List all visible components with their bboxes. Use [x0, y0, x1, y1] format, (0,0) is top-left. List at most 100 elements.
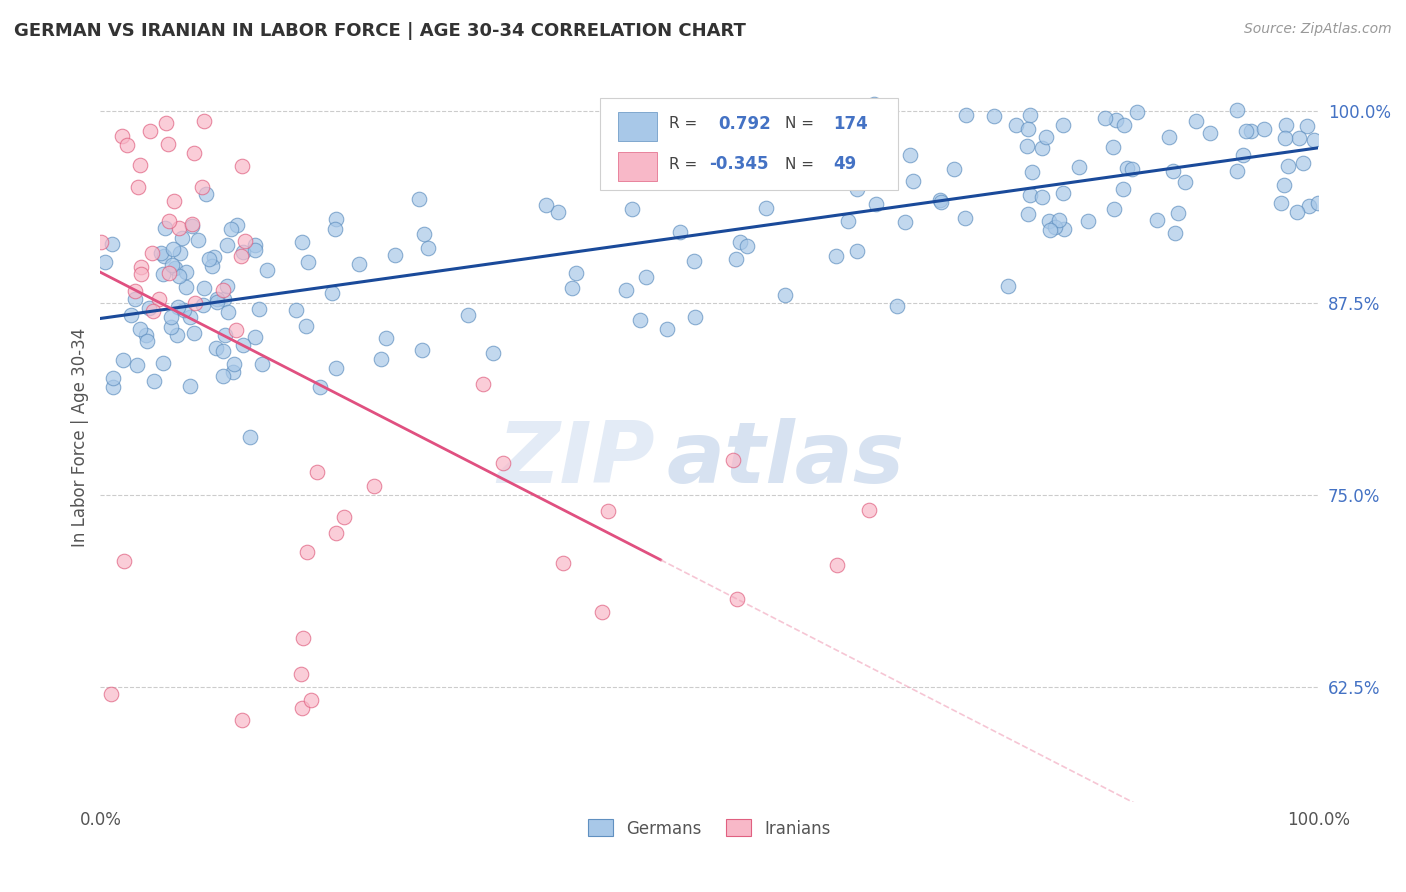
Point [862, 96, 884, 111]
Point [205, 341, 228, 355]
Point [858, 503, 880, 517]
Point [755, 201, 778, 215]
Text: Source: ZipAtlas.com: Source: ZipAtlas.com [1244, 22, 1392, 37]
Point [893, 215, 915, 229]
Point [125, 359, 148, 373]
Text: ZIP: ZIP [496, 417, 655, 500]
Point [173, 302, 195, 317]
Point [1115, 161, 1137, 176]
Point [1288, 131, 1310, 145]
Point [93, 255, 115, 269]
Point [215, 279, 238, 293]
Text: R =: R = [669, 157, 702, 171]
Point [1077, 213, 1099, 227]
Point [472, 377, 495, 392]
Point [221, 222, 243, 236]
Point [111, 129, 134, 144]
Point [1291, 156, 1313, 170]
Point [846, 182, 869, 196]
Point [167, 220, 190, 235]
Point [135, 328, 157, 343]
Point [299, 692, 322, 706]
Point [591, 605, 613, 619]
Point [297, 545, 319, 559]
Point [725, 591, 748, 606]
Point [232, 338, 254, 352]
Point [170, 230, 193, 244]
Point [655, 322, 678, 336]
Point [1167, 206, 1189, 220]
Point [1021, 165, 1043, 179]
Point [1018, 188, 1040, 202]
Point [120, 308, 142, 322]
Point [187, 233, 209, 247]
Point [837, 213, 859, 227]
Point [131, 267, 153, 281]
Point [1286, 205, 1309, 219]
Point [148, 293, 170, 307]
Point [152, 356, 174, 370]
Point [413, 227, 436, 241]
Point [1161, 163, 1184, 178]
Point [1031, 141, 1053, 155]
Point [561, 280, 583, 294]
Point [370, 352, 392, 367]
Point [1047, 212, 1070, 227]
Point [547, 205, 569, 219]
Point [1274, 131, 1296, 145]
Text: -0.345: -0.345 [709, 155, 769, 173]
Point [124, 285, 146, 299]
Point [290, 666, 312, 681]
Point [1038, 214, 1060, 228]
Point [214, 328, 236, 343]
Point [127, 180, 149, 194]
Point [983, 109, 1005, 123]
Point [193, 281, 215, 295]
Point [1004, 119, 1026, 133]
Point [141, 245, 163, 260]
Point [308, 379, 330, 393]
Point [1146, 213, 1168, 227]
Point [1185, 113, 1208, 128]
Point [239, 430, 262, 444]
Point [174, 265, 197, 279]
Point [1112, 119, 1135, 133]
Point [297, 254, 319, 268]
Point [179, 310, 201, 325]
Point [252, 357, 274, 371]
Point [942, 161, 965, 176]
Point [492, 456, 515, 470]
Point [207, 294, 229, 309]
Point [100, 687, 122, 701]
Point [1112, 182, 1135, 196]
Point [886, 299, 908, 313]
Point [363, 479, 385, 493]
Point [416, 241, 439, 255]
Point [231, 159, 253, 173]
Text: 0.792: 0.792 [718, 115, 770, 133]
Point [174, 280, 197, 294]
Point [153, 249, 176, 263]
Point [551, 557, 574, 571]
Point [156, 136, 179, 151]
Point [291, 700, 314, 714]
Point [411, 343, 433, 358]
Point [1225, 103, 1247, 117]
Point [162, 242, 184, 256]
Point [846, 244, 869, 258]
Point [1102, 202, 1125, 216]
Point [195, 186, 218, 201]
Point [157, 266, 180, 280]
Point [231, 249, 253, 263]
Point [682, 254, 704, 268]
Point [928, 193, 950, 207]
Point [103, 380, 125, 394]
Point [169, 246, 191, 260]
Text: atlas: atlas [666, 417, 905, 500]
Point [1017, 121, 1039, 136]
FancyBboxPatch shape [600, 98, 898, 190]
Point [815, 167, 838, 181]
Point [138, 301, 160, 315]
Point [1306, 196, 1329, 211]
Point [204, 250, 226, 264]
